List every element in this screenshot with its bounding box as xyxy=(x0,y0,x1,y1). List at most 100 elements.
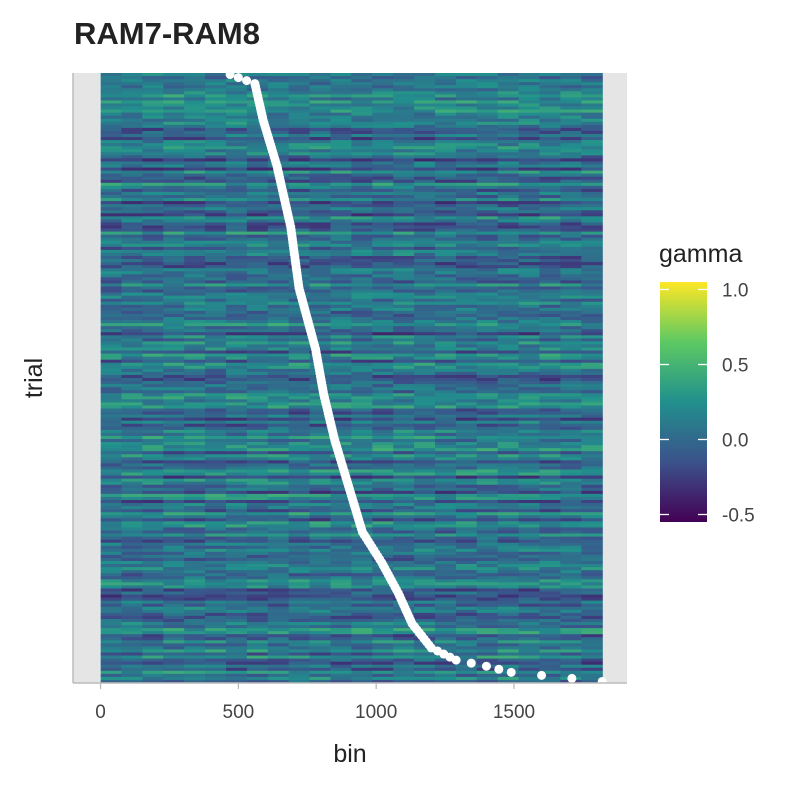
heatmap-cell xyxy=(560,646,582,650)
heatmap-cell xyxy=(288,216,311,220)
heatmap-cell xyxy=(372,313,394,318)
heatmap-cell xyxy=(184,94,206,98)
heatmap-cell xyxy=(309,466,332,470)
heatmap-cell xyxy=(184,274,206,278)
heatmap-cell xyxy=(414,442,436,446)
heatmap-cell xyxy=(393,472,415,476)
heatmap-cell xyxy=(351,451,373,455)
heatmap-cell xyxy=(309,298,332,303)
heatmap-cell xyxy=(476,286,499,290)
heatmap-cell xyxy=(560,304,582,309)
heatmap-cell xyxy=(246,387,269,391)
heatmap-cell xyxy=(497,240,520,245)
heatmap-cell xyxy=(581,567,603,571)
heatmap-cell xyxy=(309,170,332,175)
heatmap-cell xyxy=(560,320,582,324)
heatmap-cell xyxy=(455,396,478,400)
heatmap-cell xyxy=(184,140,206,144)
heatmap-cell xyxy=(476,402,499,406)
heatmap-cell xyxy=(518,564,541,568)
heatmap-cell xyxy=(476,457,499,461)
heatmap-cell xyxy=(184,234,206,239)
heatmap-cell xyxy=(393,332,415,336)
heatmap-cell xyxy=(581,445,603,449)
heatmap-cell xyxy=(351,506,373,510)
heatmap-cell xyxy=(476,228,499,232)
heatmap-cell xyxy=(434,542,457,547)
heatmap-cell xyxy=(288,484,311,489)
heatmap-cell xyxy=(351,445,373,449)
heatmap-cell xyxy=(539,417,561,422)
heatmap-cell xyxy=(393,201,415,205)
heatmap-cell xyxy=(414,603,436,608)
heatmap-cell xyxy=(351,493,373,498)
heatmap-cell xyxy=(581,225,603,229)
heatmap-cell xyxy=(393,591,415,595)
heatmap-cell xyxy=(246,582,269,586)
heatmap-cell xyxy=(414,134,436,138)
heatmap-cell xyxy=(267,579,290,583)
heatmap-cell xyxy=(100,472,123,476)
heatmap-cell xyxy=(372,387,394,391)
heatmap-cell xyxy=(225,435,248,440)
heatmap-cell xyxy=(393,94,415,98)
heatmap-cell xyxy=(267,353,290,358)
heatmap-cell xyxy=(142,679,164,683)
heatmap-cell xyxy=(288,204,311,208)
heatmap-cell xyxy=(497,237,520,242)
heatmap-cell xyxy=(581,155,603,159)
heatmap-cell xyxy=(539,548,561,553)
heatmap-cell xyxy=(581,545,603,550)
heatmap-cell xyxy=(393,256,415,260)
heatmap-cell xyxy=(414,317,436,321)
heatmap-cell xyxy=(163,317,185,321)
heatmap-cell xyxy=(184,204,206,208)
heatmap-cell xyxy=(100,201,123,205)
heatmap-cell xyxy=(434,109,457,114)
heatmap-cell xyxy=(414,536,436,541)
heatmap-cell xyxy=(581,167,603,171)
heatmap-cell xyxy=(309,246,332,251)
heatmap-cell xyxy=(205,170,227,175)
heatmap-cell xyxy=(309,134,332,138)
heatmap-cell xyxy=(497,317,520,321)
heatmap-cell xyxy=(476,673,499,678)
heatmap-cell xyxy=(184,158,206,162)
heatmap-cell xyxy=(309,637,332,641)
heatmap-cell xyxy=(434,240,457,245)
heatmap-cell xyxy=(351,399,373,403)
heatmap-cell xyxy=(184,408,206,412)
heatmap-cell xyxy=(121,341,143,345)
heatmap-cell xyxy=(539,576,561,580)
heatmap-cell xyxy=(497,554,520,559)
heatmap-cell xyxy=(225,405,248,409)
heatmap-cell xyxy=(581,173,603,178)
heatmap-cell xyxy=(455,182,478,187)
heatmap-cell xyxy=(142,106,164,110)
heatmap-cell xyxy=(330,362,352,367)
heatmap-cell xyxy=(414,405,436,409)
heatmap-cell xyxy=(267,557,290,562)
heatmap-cell xyxy=(309,225,332,229)
heatmap-cell xyxy=(121,469,143,473)
heatmap-cell xyxy=(518,317,541,321)
heatmap-cell xyxy=(581,515,603,519)
heatmap-cell xyxy=(497,219,520,223)
heatmap-cell xyxy=(184,496,206,501)
heatmap-cell xyxy=(414,231,436,236)
heatmap-cell xyxy=(163,103,185,107)
heatmap-cell xyxy=(476,676,499,681)
heatmap-cell xyxy=(163,591,185,595)
heatmap-cell xyxy=(414,478,436,483)
heatmap-cell xyxy=(539,76,561,80)
heatmap-cell xyxy=(205,317,227,321)
heatmap-cell xyxy=(414,280,436,284)
heatmap-cell xyxy=(100,79,123,83)
heatmap-cell xyxy=(434,185,457,190)
heatmap-cell xyxy=(205,542,227,547)
heatmap-cell xyxy=(267,204,290,208)
heatmap-cell xyxy=(267,445,290,449)
heatmap-cell xyxy=(455,512,478,516)
heatmap-cell xyxy=(267,451,290,455)
heatmap-cell xyxy=(560,445,582,449)
